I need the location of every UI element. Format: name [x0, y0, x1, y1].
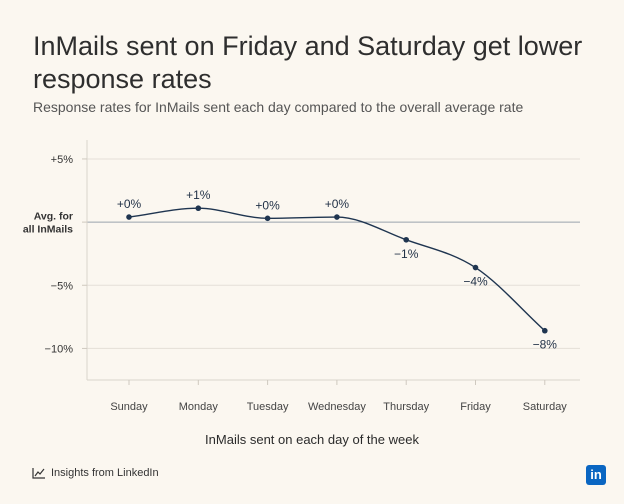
y-tick-label: −5% — [51, 280, 74, 292]
grid-lines — [87, 158, 580, 349]
data-point — [542, 327, 548, 334]
series-line — [128, 207, 546, 332]
data-points — [126, 205, 548, 334]
y-tick-label: +5% — [51, 154, 74, 166]
data-point — [472, 264, 479, 271]
x-axis-title: InMails sent on each day of the week — [205, 432, 419, 447]
line-chart-icon — [32, 468, 45, 479]
chart-title: InMails sent on Friday and Saturday get … — [33, 31, 583, 94]
data-label: +1% — [186, 188, 211, 202]
y-tick-label: Avg. for all InMails — [23, 211, 73, 236]
x-tick-label: Friday — [460, 401, 491, 413]
x-axis: Sunday Monday Tuesday Wednesday Thursday Frid… — [87, 379, 580, 413]
footer-source: Insights from LinkedIn — [32, 467, 159, 479]
footer-source-text: Insights from LinkedIn — [51, 467, 159, 479]
x-tick-label: Saturday — [523, 401, 568, 413]
y-axis: +5% Avg. for all InMails −5% −10% — [23, 140, 88, 380]
x-tick-label: Tuesday — [247, 401, 289, 413]
data-point — [403, 236, 410, 243]
data-label: +0% — [325, 197, 350, 211]
data-label: −4% — [463, 275, 488, 289]
data-point — [195, 205, 202, 212]
data-point — [264, 215, 271, 222]
x-tick-label: Wednesday — [308, 401, 366, 413]
chart-subtitle: Response rates for InMails sent each day… — [33, 99, 524, 115]
x-tick-label: Monday — [179, 401, 219, 413]
x-tick-label: Sunday — [110, 401, 148, 413]
data-point — [334, 214, 340, 220]
data-label: −8% — [533, 338, 558, 352]
data-labels: +0% +1% +0% +0% −1% −4% −8% — [117, 188, 557, 352]
linkedin-logo-icon: in — [586, 465, 606, 485]
data-label: +0% — [255, 198, 280, 212]
data-point — [126, 214, 132, 220]
data-label: +0% — [117, 197, 142, 211]
data-label: −1% — [394, 247, 419, 261]
y-tick-label: −10% — [45, 343, 74, 355]
line-chart: +5% Avg. for all InMails −5% −10% Sunday Mond… — [23, 140, 580, 413]
x-tick-label: Thursday — [383, 401, 429, 413]
